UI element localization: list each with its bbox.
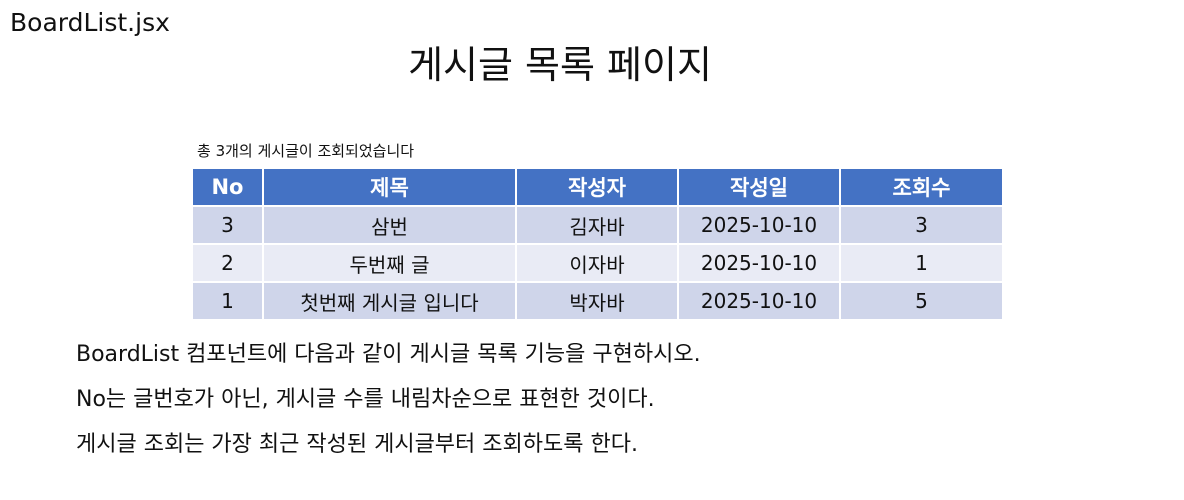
cell-title[interactable]: 삼번 — [263, 206, 517, 245]
requirement-item: BoardList 컴포넌트에 다음과 같이 게시글 목록 기능을 구현하시오. — [76, 342, 701, 367]
column-header-title: 제목 — [263, 169, 517, 207]
file-name: BoardList.jsx — [10, 8, 170, 37]
cell-title[interactable]: 첫번째 게시글 입니다 — [263, 282, 517, 321]
cell-date: 2025-10-10 — [678, 282, 841, 321]
cell-date: 2025-10-10 — [678, 206, 841, 245]
table-row[interactable]: 1 첫번째 게시글 입니다 박자바 2025-10-10 5 — [193, 282, 1002, 321]
post-count-summary: 총 3개의 게시글이 조회되었습니다 — [197, 142, 415, 160]
column-header-date: 작성일 — [678, 169, 841, 207]
cell-author: 김자바 — [516, 206, 679, 245]
column-header-author: 작성자 — [516, 169, 679, 207]
cell-no: 3 — [193, 206, 264, 245]
table-row[interactable]: 3 삼번 김자바 2025-10-10 3 — [193, 206, 1002, 245]
cell-author: 박자바 — [516, 282, 679, 321]
table-row[interactable]: 2 두번째 글 이자바 2025-10-10 1 — [193, 244, 1002, 283]
table-header-row: No 제목 작성자 작성일 조회수 — [193, 169, 1002, 207]
cell-views: 1 — [840, 244, 1002, 283]
cell-no: 1 — [193, 282, 264, 321]
column-header-views: 조회수 — [840, 169, 1002, 207]
cell-no: 2 — [193, 244, 264, 283]
cell-views: 5 — [840, 282, 1002, 321]
requirement-item: No는 글번호가 아닌, 게시글 수를 내림차순으로 표현한 것이다. — [76, 387, 655, 412]
cell-author: 이자바 — [516, 244, 679, 283]
page-title: 게시글 목록 페이지 — [408, 43, 712, 87]
cell-date: 2025-10-10 — [678, 244, 841, 283]
board-table: No 제목 작성자 작성일 조회수 3 삼번 김자바 2025-10-10 3 … — [193, 169, 1002, 321]
cell-title[interactable]: 두번째 글 — [263, 244, 517, 283]
requirement-item: 게시글 조회는 가장 최근 작성된 게시글부터 조회하도록 한다. — [76, 432, 638, 457]
column-header-no: No — [193, 169, 264, 207]
requirements-list: BoardList 컴포넌트에 다음과 같이 게시글 목록 기능을 구현하시오.… — [76, 340, 701, 475]
cell-views: 3 — [840, 206, 1002, 245]
